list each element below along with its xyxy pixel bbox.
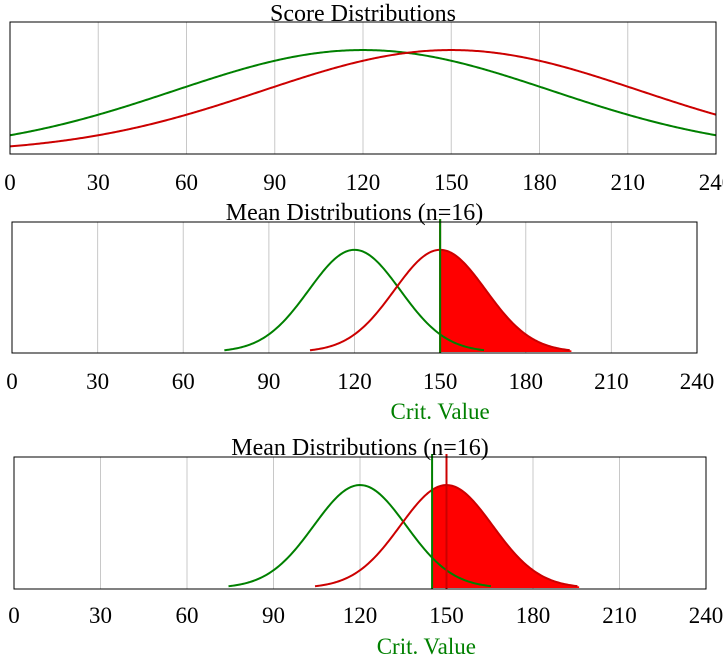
x-tick-label: 120	[346, 170, 381, 195]
chart-title: Score Distributions	[270, 1, 456, 27]
chart-panel-3: Mean Distributions (n=16) 0 30 60 90 120 150 18…	[8, 435, 723, 659]
x-tick-label: 90	[257, 369, 280, 394]
chart-title: Mean Distributions (n=16)	[226, 200, 484, 226]
x-tick-label: 0	[6, 369, 18, 394]
plot-frame	[9, 21, 717, 155]
x-tick-label: 150	[423, 369, 458, 394]
x-tick-label: 120	[337, 369, 372, 394]
x-tick-label: 210	[611, 170, 646, 195]
x-tick-label: 240	[689, 603, 723, 628]
x-tick-label: 150	[434, 170, 469, 195]
x-tick-label: 30	[86, 369, 109, 394]
x-tick-label: 60	[176, 603, 199, 628]
x-tick-label: 180	[509, 369, 544, 394]
x-tick-label: 210	[602, 603, 637, 628]
x-tick-label: 180	[516, 603, 551, 628]
x-tick-label: 0	[4, 170, 16, 195]
chart-panel-2: Mean Distributions (n=16) 0 30 60 90 120 150 18…	[6, 200, 714, 424]
distribution-curve-h1	[9, 49, 717, 148]
chart-title: Mean Distributions (n=16)	[231, 435, 489, 461]
x-tick-label: 0	[8, 603, 20, 628]
x-tick-label: 120	[343, 603, 378, 628]
x-tick-label: 60	[172, 369, 195, 394]
x-tick-label: 30	[87, 170, 110, 195]
chart-panel-1: Score Distributions 0 30 60 90 120 150 180 210 24…	[4, 1, 723, 195]
x-tick-label: 150	[429, 603, 464, 628]
x-tick-label: 90	[262, 603, 285, 628]
shaded-rejection-region	[440, 249, 572, 352]
x-tick-label: 60	[175, 170, 198, 195]
distribution-curve-h0	[9, 49, 717, 137]
x-tick-label: 90	[263, 170, 286, 195]
x-tick-label: 210	[594, 369, 629, 394]
crit-value-label: Crit. Value	[391, 399, 490, 424]
x-tick-label: 30	[89, 603, 112, 628]
crit-value-label: Crit. Value	[377, 634, 476, 659]
plot-frame	[13, 456, 707, 590]
shaded-rejection-region	[432, 485, 580, 588]
x-tick-label: 240	[699, 170, 723, 195]
plot-frame	[11, 221, 698, 354]
x-tick-label: 240	[680, 369, 715, 394]
x-tick-label: 180	[522, 170, 557, 195]
